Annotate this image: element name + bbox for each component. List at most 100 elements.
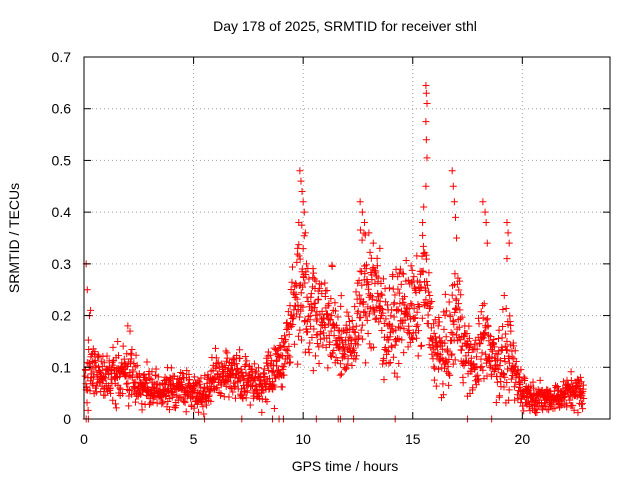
data-point	[405, 326, 413, 334]
data-point	[442, 333, 450, 341]
data-point	[511, 396, 519, 404]
data-point	[396, 289, 404, 297]
data-point	[414, 352, 422, 360]
data-point	[574, 409, 582, 417]
data-point	[383, 346, 391, 354]
data-point	[348, 317, 356, 325]
data-point	[248, 382, 256, 390]
data-point	[424, 311, 432, 319]
data-point	[98, 362, 106, 370]
data-point	[431, 316, 439, 324]
data-point	[413, 334, 421, 342]
data-point	[290, 313, 298, 321]
data-point	[390, 299, 398, 307]
data-point	[507, 375, 515, 383]
data-point	[255, 364, 263, 372]
data-point	[390, 353, 398, 361]
data-point	[362, 312, 370, 320]
data-point	[128, 346, 136, 354]
data-point	[170, 391, 178, 399]
data-point	[431, 333, 439, 341]
data-point	[328, 311, 336, 319]
data-point	[508, 353, 516, 361]
gridlines	[84, 57, 610, 419]
data-point	[85, 346, 93, 354]
data-point	[561, 391, 569, 399]
data-point	[430, 320, 438, 328]
data-point	[429, 355, 437, 363]
data-point	[217, 389, 225, 397]
data-point	[242, 361, 250, 369]
data-point	[295, 241, 303, 249]
y-tick-label: 0.4	[52, 204, 72, 220]
data-point	[379, 309, 387, 317]
data-point	[195, 408, 203, 416]
data-point	[500, 383, 508, 391]
data-point	[486, 358, 494, 366]
data-point	[370, 343, 378, 351]
data-point	[138, 400, 146, 408]
data-point	[394, 306, 402, 314]
data-point	[373, 262, 381, 270]
data-point	[342, 364, 350, 372]
data-point	[426, 303, 434, 311]
data-point	[313, 340, 321, 348]
data-point	[143, 358, 151, 366]
data-point	[350, 344, 358, 352]
data-point	[382, 315, 390, 323]
data-point	[232, 360, 240, 368]
data-point	[295, 332, 303, 340]
data-point	[356, 198, 364, 206]
data-point	[422, 118, 430, 126]
data-point	[418, 252, 426, 260]
data-point	[223, 354, 231, 362]
data-point	[408, 266, 416, 274]
data-point	[511, 362, 519, 370]
y-tick-label: 0	[63, 411, 71, 427]
data-point	[243, 387, 251, 395]
data-point	[286, 353, 294, 361]
data-point	[456, 336, 464, 344]
data-point	[353, 352, 361, 360]
data-point	[295, 252, 303, 260]
data-point	[338, 370, 346, 378]
data-point	[450, 198, 458, 206]
data-point	[525, 386, 533, 394]
data-point	[362, 261, 370, 269]
data-point	[384, 301, 392, 309]
data-point	[190, 404, 198, 412]
data-point	[214, 358, 222, 366]
data-point	[483, 239, 491, 247]
data-point	[258, 408, 266, 416]
data-point	[145, 400, 153, 408]
data-point	[456, 315, 464, 323]
data-point	[341, 365, 349, 373]
data-point	[579, 405, 587, 413]
data-point	[435, 313, 443, 321]
data-point	[278, 383, 286, 391]
data-point	[368, 276, 376, 284]
data-point	[411, 285, 419, 293]
data-point	[356, 226, 364, 234]
data-point	[342, 341, 350, 349]
data-point	[197, 374, 205, 382]
data-point	[396, 300, 404, 308]
data-point	[315, 359, 323, 367]
data-point	[366, 340, 374, 348]
data-point	[356, 267, 364, 275]
data-point	[190, 373, 198, 381]
data-point	[246, 401, 254, 409]
data-point	[566, 396, 574, 404]
data-point	[271, 345, 279, 353]
data-point	[354, 341, 362, 349]
data-point	[500, 292, 508, 300]
data-point	[432, 382, 440, 390]
data-point	[449, 317, 457, 325]
data-point	[375, 318, 383, 326]
data-point	[499, 322, 507, 330]
data-point	[200, 410, 208, 418]
data-point	[378, 327, 386, 335]
data-point	[297, 177, 305, 185]
data-point	[474, 375, 482, 383]
data-point	[441, 290, 449, 298]
